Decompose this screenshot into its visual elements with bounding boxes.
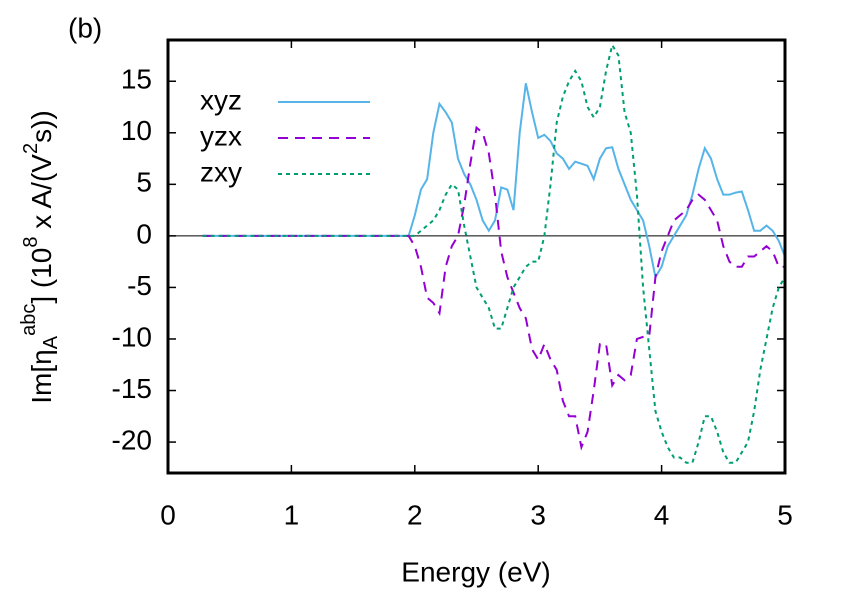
series-line — [202, 42, 785, 464]
plot-frame — [166, 38, 787, 475]
y-label-part: A — [40, 335, 62, 349]
x-tick-label: 3 — [530, 499, 546, 530]
legend-label: zxy — [200, 156, 242, 187]
panel-label: (b) — [68, 12, 102, 43]
y-tick-label: 10 — [121, 115, 152, 146]
y-tick-label: 15 — [121, 64, 152, 95]
legend-label: xyz — [200, 84, 242, 115]
y-tick-label: -20 — [112, 424, 152, 455]
y-tick-label: -5 — [127, 270, 152, 301]
y-label-part: 8 — [20, 237, 42, 248]
y-label-part: s)) — [26, 110, 57, 143]
series-line — [202, 83, 785, 280]
y-axis-label: Im[ηAabc] (108 x A/(V2s)) — [18, 110, 62, 403]
y-label-part: ] (10 — [26, 248, 57, 304]
y-tick-label: -10 — [112, 321, 152, 352]
x-tick-label: 5 — [777, 499, 793, 530]
y-tick-label: -15 — [112, 373, 152, 404]
y-label-part: 2 — [20, 143, 42, 154]
y-label-part: Im[η — [26, 349, 57, 403]
x-tick-label: 4 — [654, 499, 670, 530]
legend-label: yzx — [200, 120, 242, 151]
plot-area — [202, 42, 785, 464]
x-axis-label: Energy (eV) — [401, 556, 550, 587]
x-tick-label: 2 — [407, 499, 423, 530]
series-line — [202, 125, 785, 451]
y-label-part: x A/(V — [26, 154, 57, 237]
y-tick-label: 5 — [136, 167, 152, 198]
x-tick-label: 1 — [284, 499, 300, 530]
x-tick-label: 0 — [160, 499, 176, 530]
y-tick-label: 0 — [136, 218, 152, 249]
y-label-part: abc — [18, 304, 40, 336]
